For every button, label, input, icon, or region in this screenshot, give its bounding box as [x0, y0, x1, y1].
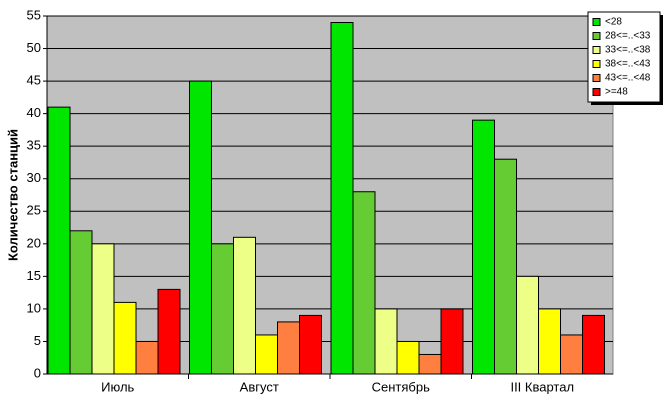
bar	[299, 314, 322, 375]
bar	[233, 236, 256, 375]
legend-swatch	[592, 46, 601, 54]
legend-label: <28	[605, 17, 622, 28]
legend-swatch	[592, 32, 601, 40]
bar	[189, 80, 212, 375]
legend-swatch	[592, 60, 601, 68]
x-tick-label: Июль	[101, 379, 134, 394]
legend-label: 33<=..<38	[605, 45, 651, 56]
bar	[418, 353, 442, 375]
bar	[113, 301, 137, 375]
y-tick-label: 25	[27, 203, 41, 218]
bar	[582, 314, 605, 375]
y-axis-label: Количество станций	[5, 129, 20, 261]
legend	[587, 11, 661, 103]
bar	[516, 275, 539, 375]
y-tick-label: 35	[27, 138, 41, 153]
bar	[472, 119, 495, 375]
y-tick-label: 5	[34, 333, 41, 348]
legend-label: >=48	[605, 87, 628, 98]
bar	[211, 243, 234, 375]
bar	[538, 308, 561, 375]
bar	[396, 340, 420, 375]
bar	[374, 308, 398, 375]
y-tick-label: 0	[34, 365, 41, 380]
legend-swatch	[592, 88, 601, 96]
bar	[352, 191, 376, 375]
bar	[157, 288, 181, 375]
y-tick-label: 30	[27, 170, 41, 185]
y-tick-label: 50	[27, 40, 41, 55]
x-tick-label: III Квартал	[510, 379, 574, 394]
y-tick-label: 55	[27, 7, 41, 22]
bar	[91, 243, 115, 375]
y-tick-label: 10	[27, 300, 41, 315]
bar	[135, 340, 159, 375]
y-tick-label: 40	[27, 105, 41, 120]
legend-label: 38<=..<43	[605, 59, 651, 70]
bar	[560, 334, 583, 375]
y-tick-label: 15	[27, 268, 41, 283]
bar	[494, 158, 517, 375]
bar	[440, 308, 464, 375]
x-tick-label: Август	[240, 379, 279, 394]
x-tick-label: Сентябрь	[372, 379, 430, 394]
legend-label: 28<=..<33	[605, 31, 651, 42]
legend-swatch	[592, 18, 601, 26]
y-tick-label: 45	[27, 73, 41, 88]
bar	[277, 321, 300, 375]
legend-label: 43<=..<48	[605, 73, 651, 84]
legend-swatch	[592, 74, 601, 82]
bar	[47, 106, 71, 375]
y-tick-label: 20	[27, 235, 41, 250]
bar	[69, 230, 93, 375]
bar	[330, 22, 354, 375]
bar	[255, 334, 278, 375]
